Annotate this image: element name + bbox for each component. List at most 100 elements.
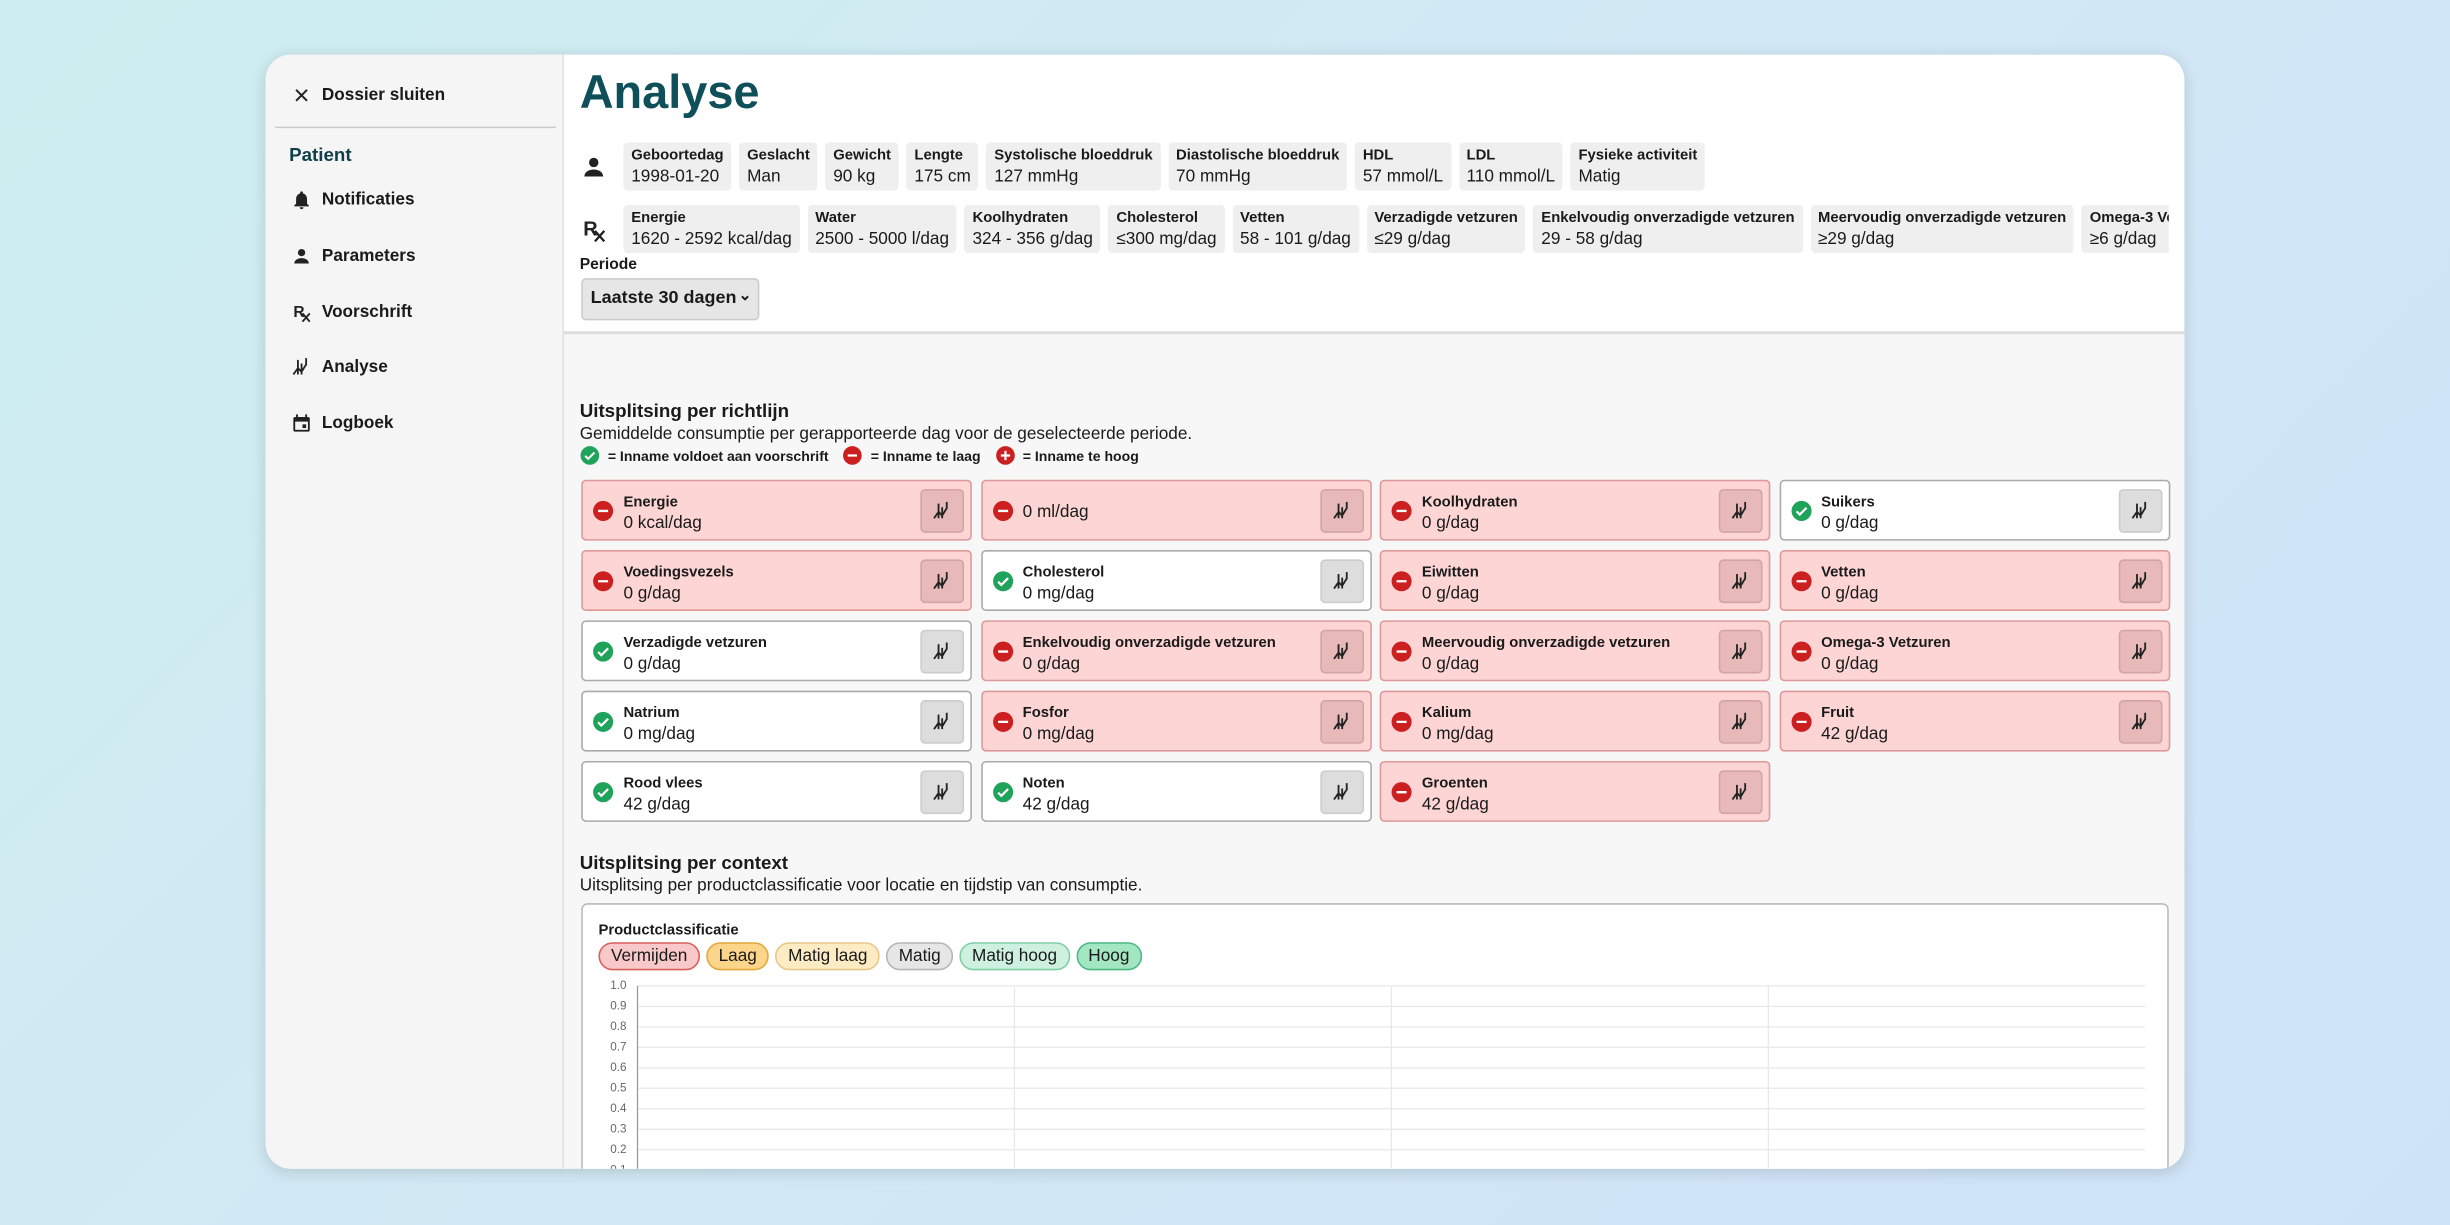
status-icon [593, 571, 614, 592]
guideline-card: Koolhydraten 0 g/dag [1379, 479, 1771, 541]
chip: HDL 57 mmol/L [1355, 142, 1451, 191]
card-name: Groenten [1421, 775, 1488, 793]
status-icon [593, 711, 614, 732]
chip-value: 1998-01-20 [631, 167, 720, 186]
chip-value: 57 mmol/L [1362, 167, 1444, 186]
chart-button[interactable] [2117, 629, 2162, 674]
card-value: 0 g/dag [1421, 584, 1480, 604]
window: Dossier sluiten Patient Notificaties Parame… [265, 54, 2185, 1169]
chart-button[interactable] [1319, 770, 1364, 815]
chart-button[interactable] [2117, 700, 2162, 744]
close-label: Dossier sluiten [321, 85, 446, 105]
nav-item[interactable]: Parameters [291, 245, 416, 267]
card-value: 0 g/dag [1421, 654, 1480, 674]
card-name: Koolhydraten [1421, 493, 1518, 511]
chip-label: HDL [1362, 146, 1394, 165]
card-name: Noten [1022, 775, 1065, 793]
nav-item[interactable]: R Voorschrift [291, 301, 413, 323]
nav-item[interactable]: Analyse [291, 357, 388, 379]
chart-button[interactable] [920, 629, 965, 674]
main: Analyse Geboortedag 1998-01-20 Geslacht Man… [564, 54, 2185, 1169]
card-name: Fruit [1821, 704, 1855, 722]
chip-label: Geslacht [747, 146, 810, 165]
card-name: Meervoudig onverzadigde vetzuren [1421, 634, 1671, 652]
y-tick-label: 0.5 [610, 1081, 627, 1094]
chip: Cholesterol ≤300 mg/dag [1108, 204, 1225, 254]
chip-label: Systolische bloeddruk [994, 146, 1153, 165]
guideline-card: Meervoudig onverzadigde vetzuren 0 g/dag [1379, 620, 1771, 682]
chip-label: Water [815, 209, 856, 227]
status-icon [992, 711, 1013, 732]
class-chip[interactable]: Matig laag [775, 942, 880, 971]
class-chip[interactable]: Matig [886, 942, 954, 971]
chip-label: Gewicht [833, 146, 891, 165]
chip-label: Geboortedag [631, 146, 724, 165]
chart-button[interactable] [1319, 489, 1364, 533]
status-icon [1790, 500, 1811, 521]
chart-button[interactable] [1718, 770, 1763, 815]
chip: Lengte 175 cm [906, 142, 979, 191]
chip: Koolhydraten 324 - 356 g/dag [964, 204, 1101, 254]
chart-button[interactable] [1319, 559, 1364, 604]
y-tick-label: 0.3 [610, 1122, 626, 1135]
chip-label: Fysieke activiteit [1578, 146, 1698, 165]
card-name: Voedingsvezels [623, 564, 734, 582]
nav-label: Logboek [321, 414, 394, 434]
nav-label: Notificaties [321, 190, 415, 210]
chart-button[interactable] [920, 489, 965, 533]
period-select[interactable]: Laatste 30 dagen ⌄ [581, 278, 760, 321]
nav-item[interactable]: Logboek [291, 413, 394, 435]
chart-button[interactable] [1718, 700, 1763, 744]
nav-item[interactable]: Notificaties [291, 189, 415, 211]
class-chip[interactable]: Laag [706, 942, 770, 971]
chip: Verzadigde vetzuren ≤29 g/dag [1366, 204, 1526, 254]
chart-button[interactable] [2117, 559, 2162, 604]
sidebar-heading: Patient [289, 143, 352, 166]
chip: Energie 1620 - 2592 kcal/dag [623, 204, 800, 254]
chart-icon [1332, 642, 1347, 660]
guideline-card: Suikers 0 g/dag [1778, 479, 2170, 541]
chip-value: Man [747, 167, 781, 186]
close-button[interactable]: Dossier sluiten [291, 84, 445, 106]
parameters-icon [584, 157, 604, 176]
chart-icon [1731, 712, 1747, 730]
chart-button[interactable] [1718, 489, 1763, 533]
chart-icon [933, 783, 948, 801]
chart-button[interactable] [920, 770, 965, 815]
nav-icon [293, 414, 310, 432]
chart-button[interactable] [2117, 489, 2162, 533]
chip-value: 70 mmHg [1176, 167, 1251, 186]
chip: Omega-3 Vetzuren ≥6 g/dag [2081, 204, 2169, 254]
chart-button[interactable] [920, 700, 965, 744]
chart-button[interactable] [1718, 629, 1763, 674]
chip-value: 29 - 58 g/dag [1541, 229, 1643, 249]
card-value: 0 g/dag [1821, 514, 1879, 533]
content: Uitsplitsing per richtlijn Gemiddelde co… [564, 334, 2185, 1169]
chart-button[interactable] [1718, 559, 1763, 604]
chart-button[interactable] [1319, 700, 1364, 744]
card-value: 0 g/dag [623, 654, 681, 674]
status-icon [593, 782, 614, 803]
class-chip[interactable]: Matig hoog [959, 942, 1070, 971]
guideline-card: Vetten 0 g/dag [1778, 550, 2170, 611]
guideline-card: Enkelvoudig onverzadigde vetzuren 0 g/dag [980, 620, 1372, 682]
card-name: Enkelvoudig onverzadigde vetzuren [1022, 634, 1276, 652]
chart-button[interactable] [1319, 629, 1364, 674]
chart-button[interactable] [920, 559, 965, 604]
class-chip[interactable]: Hoog [1075, 942, 1142, 971]
guideline-card: Fruit 42 g/dag [1778, 690, 2170, 752]
prescription-icon: R [583, 218, 606, 242]
class-chip[interactable]: Vermijden [598, 942, 700, 971]
card-value: 42 g/dag [1022, 795, 1090, 815]
card-name: Kalium [1421, 704, 1472, 722]
nav-icon [294, 191, 309, 210]
status-icon [1790, 571, 1811, 592]
card-value: 0 mg/dag [623, 725, 696, 744]
card-name: Suikers [1821, 493, 1875, 511]
card-value: 0 mg/dag [1421, 725, 1494, 744]
status-icon [1391, 571, 1412, 592]
nav-label: Voorschrift [321, 302, 413, 322]
legend-icon [843, 446, 863, 465]
status-icon [593, 500, 614, 521]
chip-value: ≤29 g/dag [1374, 229, 1451, 249]
